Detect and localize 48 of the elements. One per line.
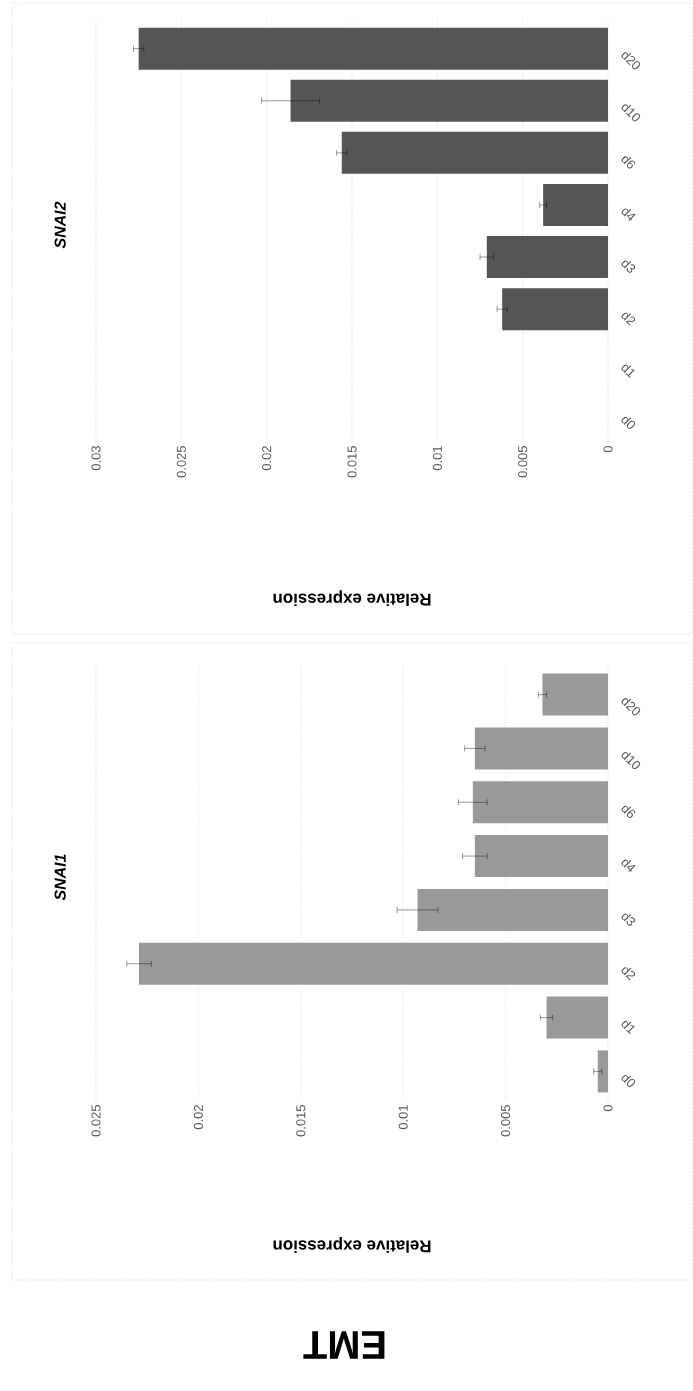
bar [341, 131, 608, 174]
y-tick-label: d3 [621, 260, 636, 273]
y-tick-label: d2 [621, 967, 636, 981]
x-tick-label: 0.015 [347, 446, 357, 478]
x-tick-label: 0.02 [262, 446, 272, 471]
y-tick-label: d0 [621, 416, 636, 429]
bar [546, 996, 608, 1039]
bar [543, 183, 608, 226]
x-axis-title: Relative expression [273, 590, 431, 607]
bar [597, 1050, 608, 1093]
text: SNAI2 [54, 201, 66, 249]
y-tick-label: d10 [621, 104, 641, 122]
y-tick-label: d4 [621, 208, 636, 221]
y-tick-label: d6 [621, 805, 636, 819]
x-tick-label: 0.025 [91, 1105, 101, 1137]
bar [502, 288, 608, 331]
x-tick-label: 0.01 [432, 446, 442, 471]
text: SNAI1 [54, 854, 66, 901]
y-tick-label: d0 [621, 1074, 636, 1087]
bar [139, 942, 608, 985]
x-tick-label: 0.025 [176, 446, 186, 478]
y-tick-label: d3 [621, 913, 636, 926]
y-tick-label: d1 [621, 1021, 635, 1035]
bar [290, 79, 608, 122]
bar [474, 727, 608, 770]
y-tick-label: d4 [621, 859, 636, 873]
x-tick-label: 0.005 [518, 446, 528, 478]
y-tick-label: d10 [621, 751, 641, 770]
bar [474, 835, 608, 878]
x-tick-label: 0.005 [501, 1105, 511, 1137]
y-tick-label: d1 [621, 364, 635, 378]
text: EMT [303, 1331, 385, 1359]
y-tick-label: d20 [621, 52, 641, 70]
bar [472, 781, 608, 824]
bar [542, 673, 608, 716]
bar [138, 27, 608, 70]
bar [417, 888, 608, 931]
x-axis-title: Relative expression [273, 1236, 431, 1253]
y-tick-label: d20 [621, 698, 641, 716]
x-tick-label: 0.02 [193, 1105, 203, 1130]
x-tick-label: 0 [603, 446, 613, 453]
x-tick-label: 0.03 [91, 446, 101, 471]
y-tick-label: d6 [621, 156, 636, 169]
x-tick-label: 0.01 [398, 1105, 408, 1130]
bar [486, 236, 608, 279]
x-tick-label: 0 [603, 1105, 613, 1112]
x-tick-label: 0.015 [296, 1105, 306, 1137]
y-tick-label: d2 [621, 312, 636, 326]
